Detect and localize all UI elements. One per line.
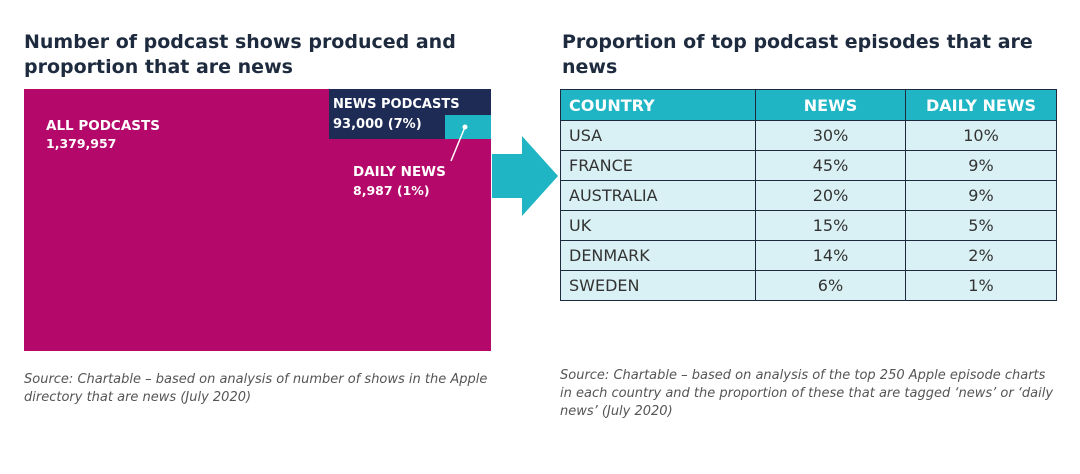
table-body: USA 30% 10% FRANCE 45% 9% AUSTRALIA 20% 9% UK 15% 5…: [560, 120, 1057, 301]
cell-daily-news: 9%: [905, 150, 1057, 181]
left-chart-title: Number of podcast shows produced and pro…: [24, 31, 456, 78]
table-row: UK 15% 5%: [560, 210, 1057, 241]
all-podcasts-value: 1,379,957: [46, 136, 117, 151]
cell-daily-news: 2%: [905, 240, 1057, 271]
cell-news: 14%: [755, 240, 906, 271]
daily-news-value: 8,987 (1%): [353, 183, 430, 198]
table-header-row: COUNTRY NEWS DAILY NEWS: [560, 89, 1057, 121]
table-row: USA 30% 10%: [560, 120, 1057, 151]
cell-news: 45%: [755, 150, 906, 181]
table-row: FRANCE 45% 9%: [560, 150, 1057, 181]
right-chart-title: Proportion of top podcast episodes that …: [562, 31, 1033, 78]
daily-news-block: [445, 115, 491, 139]
cell-country: UK: [560, 210, 756, 241]
left-source-note: Source: Chartable – based on analysis of…: [24, 372, 488, 405]
right-arrow-icon: [492, 136, 558, 216]
cell-news: 6%: [755, 270, 906, 301]
cell-country: FRANCE: [560, 150, 756, 181]
cell-daily-news: 9%: [905, 180, 1057, 211]
cell-daily-news: 5%: [905, 210, 1057, 241]
all-podcasts-label: ALL PODCASTS: [46, 118, 160, 134]
table-row: AUSTRALIA 20% 9%: [560, 180, 1057, 211]
daily-news-leader-line: [450, 124, 468, 162]
daily-news-label: DAILY NEWS: [353, 164, 446, 180]
column-header-news: NEWS: [755, 89, 906, 121]
cell-news: 15%: [755, 210, 906, 241]
news-podcasts-label: NEWS PODCASTS: [333, 97, 460, 112]
cell-news: 20%: [755, 180, 906, 211]
podcast-treemap: ALL PODCASTS 1,379,957 NEWS PODCASTS 93,…: [24, 89, 491, 351]
column-header-daily-news: DAILY NEWS: [905, 89, 1057, 121]
table-row: DENMARK 14% 2%: [560, 240, 1057, 271]
news-podcasts-value: 93,000 (7%): [333, 117, 422, 132]
column-header-country: COUNTRY: [560, 89, 756, 121]
cell-country: AUSTRALIA: [560, 180, 756, 211]
cell-daily-news: 1%: [905, 270, 1057, 301]
cell-daily-news: 10%: [905, 120, 1057, 151]
table-row: SWEDEN 6% 1%: [560, 270, 1057, 301]
cell-country: DENMARK: [560, 240, 756, 271]
cell-country: USA: [560, 120, 756, 151]
right-source-note: Source: Chartable – based on analysis of…: [560, 368, 1054, 419]
cell-country: SWEDEN: [560, 270, 756, 301]
cell-news: 30%: [755, 120, 906, 151]
news-episodes-table: COUNTRY NEWS DAILY NEWS USA 30% 10% FRANCE 4…: [560, 89, 1057, 301]
